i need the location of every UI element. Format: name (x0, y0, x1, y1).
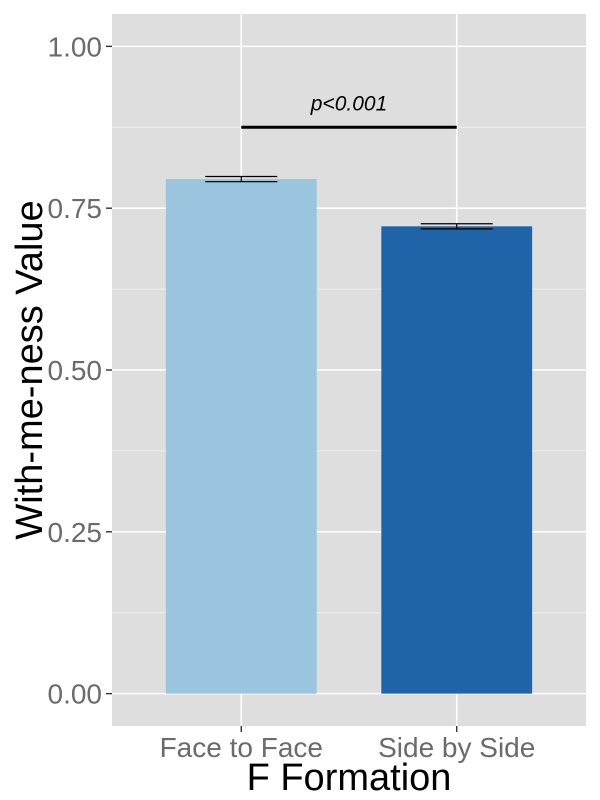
error-bars (205, 175, 493, 230)
y-tick-label: 1.00 (48, 31, 103, 62)
x-axis-ticks: Face to Face Side by Side (160, 726, 535, 763)
y-tick-label: 0.75 (48, 193, 103, 224)
significance-annotation: p<0.001 (241, 92, 457, 129)
y-axis-ticks: 0.00 0.25 0.50 0.75 1.00 (48, 31, 112, 710)
y-tick-label: 0.50 (48, 355, 103, 386)
y-tick-label: 0.00 (48, 679, 103, 710)
p-value-label: p<0.001 (310, 92, 388, 115)
bars (165, 179, 533, 694)
bar (381, 226, 533, 694)
y-axis-title: With-me-ness Value (9, 200, 51, 539)
bar (165, 179, 317, 694)
x-tick-label: Side by Side (378, 732, 535, 763)
x-tick-label: Face to Face (160, 732, 323, 763)
y-tick-label: 0.25 (48, 517, 103, 548)
x-axis-title: F Formation (247, 757, 452, 799)
